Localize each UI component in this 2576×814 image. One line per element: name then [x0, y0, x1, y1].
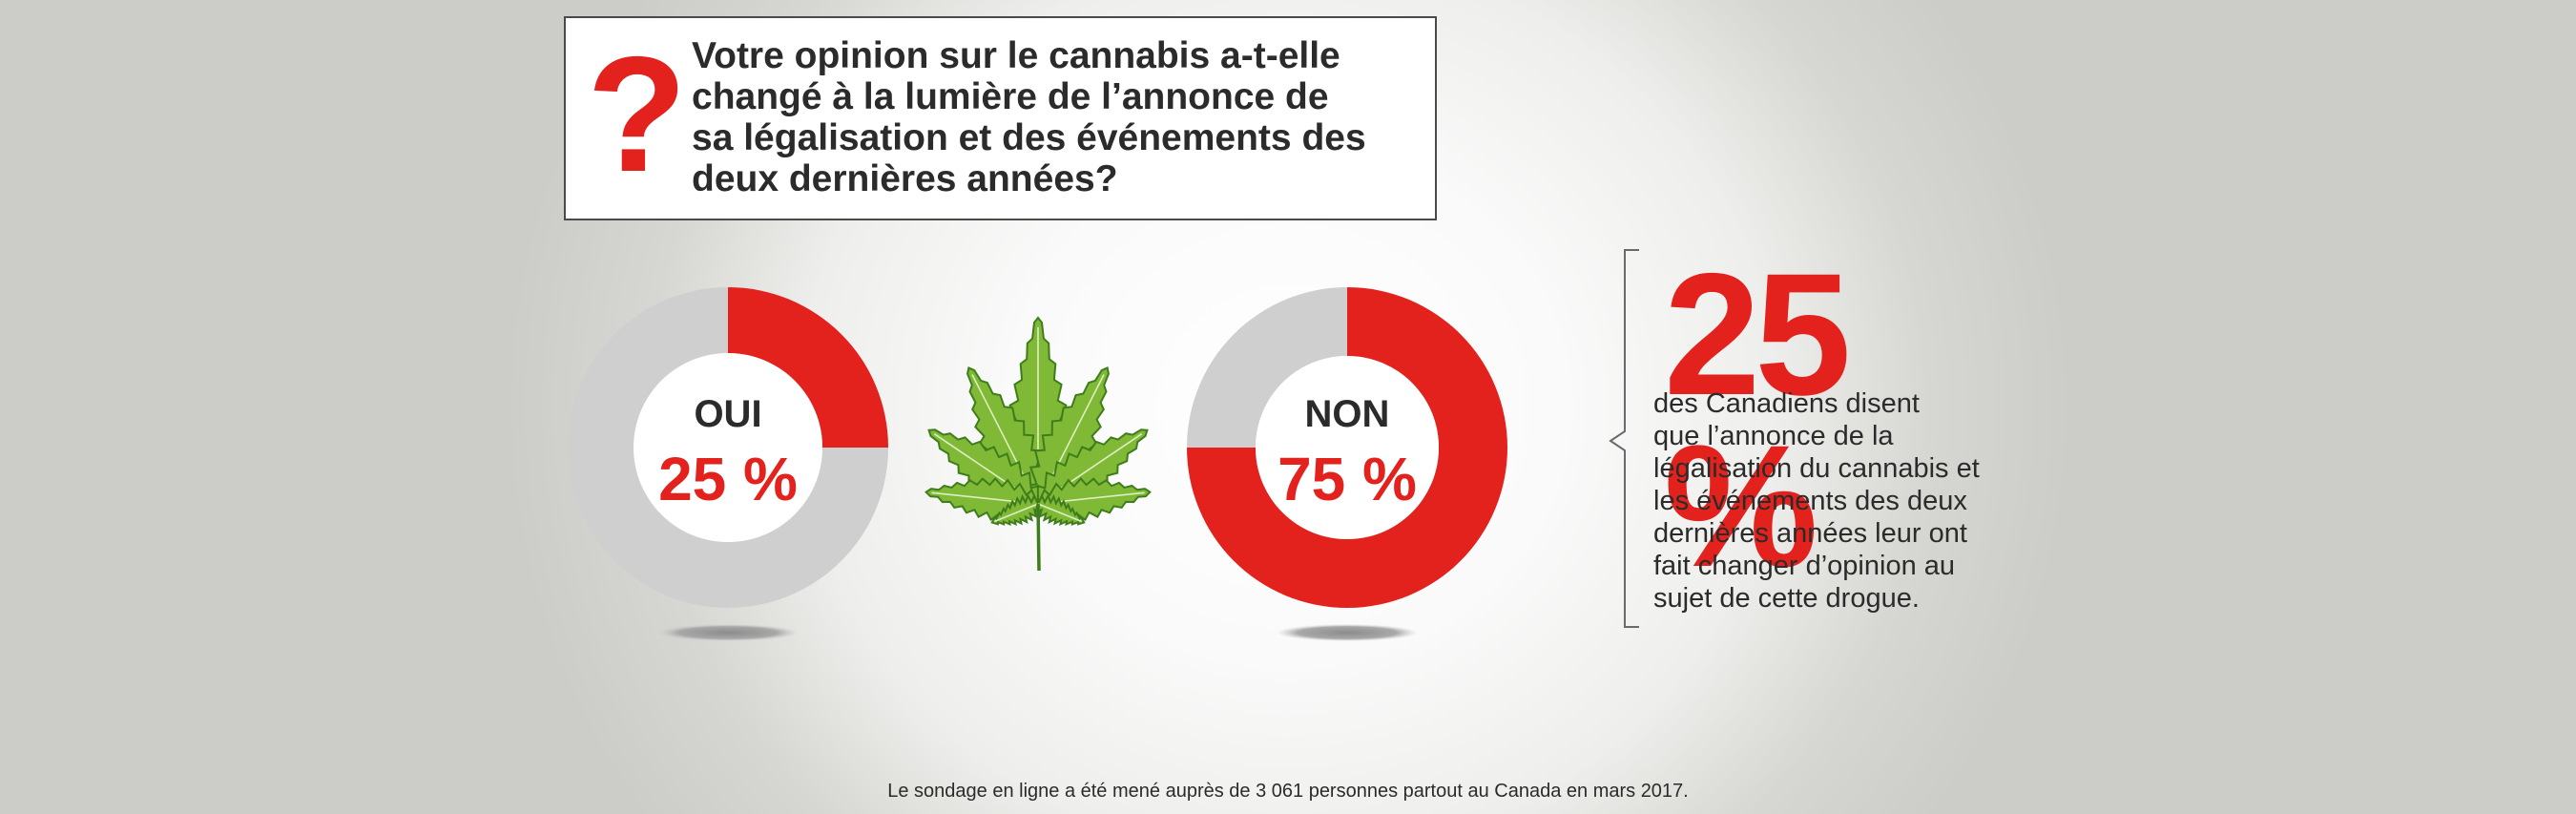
stat-line: dernières années leur ont: [1653, 518, 1967, 549]
donut-non-label: NON: [1305, 393, 1390, 435]
bracket-divider: [1609, 249, 1639, 628]
leaflet-vein: [1037, 503, 1083, 523]
donut-oui-label: OUI: [694, 393, 761, 435]
donut-oui-remainder-slice: [568, 287, 888, 608]
cannabis-leaf-icon: [924, 316, 1152, 572]
question-line: Votre opinion sur le cannabis a-t-elle: [692, 35, 1340, 76]
stat-line: légalisation du cannabis et: [1653, 453, 1980, 484]
leaflet-vein: [993, 503, 1039, 523]
donut-non-hole: [1256, 356, 1439, 539]
question-line: deux dernières années?: [692, 158, 1118, 199]
stat-percentage: 25 %: [1664, 237, 1851, 603]
donut-oui-hole: [634, 353, 822, 542]
donut-non-value-label: 75 %: [1278, 445, 1417, 513]
donut-non: NON 75 %: [1187, 287, 1507, 608]
donut-shadow: [657, 624, 799, 641]
question-line: sa légalisation et des événements des: [692, 117, 1366, 158]
stat-description: des Canadiens disent que l’annonce de la…: [1653, 387, 2025, 615]
donut-shadow: [1277, 624, 1418, 641]
donut-oui: OUI 25 %: [568, 287, 888, 608]
question-box: ? Votre opinion sur le cannabis a-t-elle…: [564, 16, 1437, 220]
footnote: Le sondage en ligne a été mené auprès de…: [887, 781, 1689, 802]
donut-oui-value-slice: [728, 287, 888, 448]
stat-line: des Canadiens disent: [1653, 388, 1920, 419]
donut-non-remainder-slice: [1187, 287, 1347, 448]
donut-oui-value-label: 25 %: [658, 445, 798, 513]
donut-non-value-slice: [1187, 287, 1507, 608]
question-text: Votre opinion sur le cannabis a-t-elle c…: [692, 35, 1426, 199]
leaf-stem: [1036, 503, 1041, 572]
stat-line: que l’annonce de la: [1653, 421, 1894, 451]
question-mark-icon: ?: [587, 23, 688, 206]
stat-line: les événements des deux: [1653, 486, 1967, 516]
stat-line: sujet de cette drogue.: [1653, 583, 1920, 614]
question-line: changé à la lumière de l’annonce de: [692, 76, 1329, 117]
stat-line: fait changer d’opinion au: [1653, 551, 1956, 581]
